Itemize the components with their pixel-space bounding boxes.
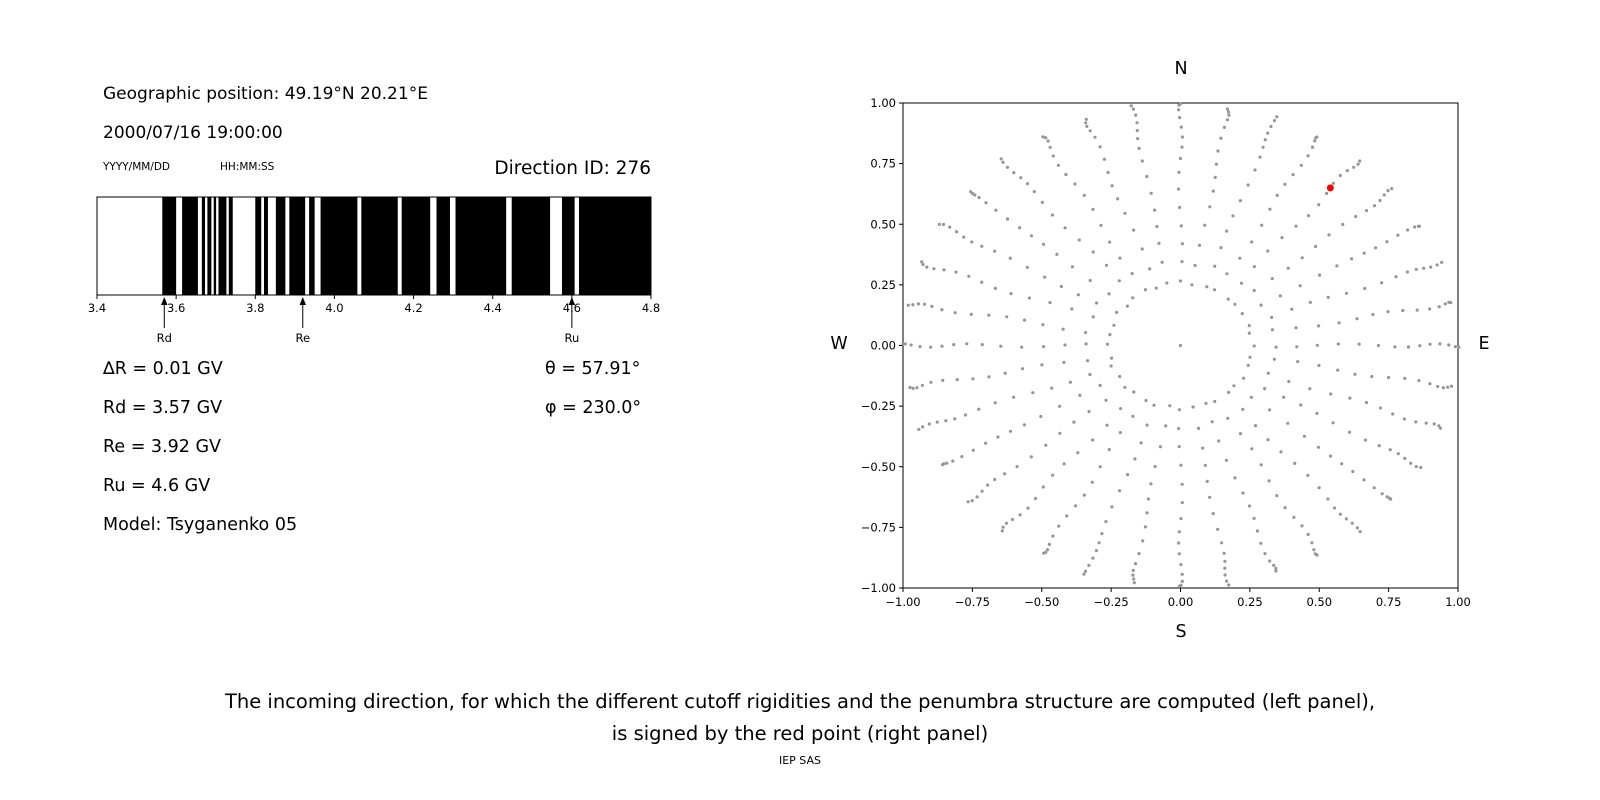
date-format-label: YYYY/MM/DD	[103, 161, 171, 173]
penumbra-band	[182, 197, 198, 295]
svg-text:1.00: 1.00	[870, 96, 896, 110]
penumbra-band	[455, 197, 507, 295]
parameter-list: ∆R = 0.01 GV Rd = 3.57 GV Re = 3.92 GV R…	[103, 350, 297, 545]
caption-line-2: is signed by the red point (right panel)	[611, 721, 989, 745]
penumbra-band	[228, 197, 233, 295]
figure-caption: The incoming direction, for which the di…	[0, 686, 1600, 749]
svg-text:1.00: 1.00	[1445, 595, 1471, 609]
penumbra-band	[320, 197, 358, 295]
penumbra-plot: 3.4 3.6 3.8 4.0 4.2 4.4 4.6 4.8Rd Re Ru	[88, 196, 660, 345]
penumbra-band	[263, 197, 268, 295]
param-delta-r: ∆R = 0.01 GV	[103, 359, 223, 379]
svg-text:4.8: 4.8	[642, 301, 660, 315]
svg-text:0.75: 0.75	[870, 157, 896, 171]
geographic-position: Geographic position: 49.19°N 20.21°E	[103, 84, 428, 104]
svg-text:0.75: 0.75	[1376, 595, 1402, 609]
compass-south: S	[1175, 622, 1187, 642]
svg-text:−0.50: −0.50	[861, 460, 896, 474]
theta-value: θ = 57.91°	[545, 359, 641, 379]
penumbra-band	[401, 197, 431, 295]
angle-list: θ = 57.91° φ = 230.0°	[545, 350, 641, 428]
phi-value: φ = 230.0°	[545, 398, 642, 418]
svg-text:3.4: 3.4	[88, 301, 106, 315]
penumbra-band	[309, 197, 315, 295]
svg-text:−0.25: −0.25	[861, 399, 896, 413]
penumbra-band	[436, 197, 450, 295]
svg-text:0.25: 0.25	[1237, 595, 1263, 609]
svg-text:0.25: 0.25	[870, 278, 896, 292]
compass-west: W	[830, 334, 848, 354]
svg-text:3.6: 3.6	[167, 301, 185, 315]
time-format-label: HH:MM:SS	[220, 161, 275, 173]
credit-label: IEP SAS	[778, 754, 822, 767]
param-model: Model: Tsyganenko 05	[103, 515, 298, 535]
penumbra-band	[218, 197, 227, 295]
svg-text:4.2: 4.2	[404, 301, 422, 315]
direction-plot: −1.00−1.00 −0.75 −0.75 −0.50 −0.50 −0.25 −0.25…	[861, 96, 1471, 609]
svg-text:−0.50: −0.50	[1024, 595, 1059, 609]
svg-text:0.50: 0.50	[1306, 595, 1332, 609]
param-re: Re = 3.92 GV	[103, 437, 221, 457]
svg-text:−0.75: −0.75	[861, 520, 896, 534]
penumbra-band	[289, 197, 306, 295]
caption-line-1: The incoming direction, for which the di…	[224, 690, 1376, 713]
penumbra-band	[561, 197, 575, 295]
red-point	[1326, 184, 1334, 192]
svg-text:4.0: 4.0	[325, 301, 343, 315]
compass-east: E	[1478, 334, 1490, 354]
svg-text:4.4: 4.4	[484, 301, 502, 315]
param-rd: Rd = 3.57 GV	[103, 398, 223, 418]
svg-text:3.8: 3.8	[246, 301, 264, 315]
svg-text:0.00: 0.00	[1168, 595, 1194, 609]
penumbra-band	[213, 197, 217, 295]
compass-north: N	[1174, 59, 1188, 79]
svg-text:−0.25: −0.25	[1094, 595, 1129, 609]
svg-text:Ru: Ru	[564, 331, 579, 345]
datetime: 2000/07/16 19:00:00	[103, 123, 283, 143]
svg-text:−1.00: −1.00	[861, 581, 896, 595]
svg-text:0.00: 0.00	[870, 339, 896, 353]
penumbra-band	[578, 197, 651, 295]
svg-text:−0.75: −0.75	[955, 595, 990, 609]
penumbra-band	[162, 197, 177, 295]
penumbra-band	[511, 197, 551, 295]
param-ru: Ru = 4.6 GV	[103, 476, 211, 496]
direction-id: Direction ID: 276	[494, 158, 651, 179]
penumbra-band	[207, 197, 212, 295]
svg-text:Re: Re	[295, 331, 310, 345]
penumbra-band	[255, 197, 262, 295]
svg-text:−1.00: −1.00	[885, 595, 920, 609]
svg-text:Rd: Rd	[157, 331, 172, 345]
svg-text:0.50: 0.50	[870, 217, 896, 231]
penumbra-band	[275, 197, 286, 295]
penumbra-band	[201, 197, 206, 295]
penumbra-band	[361, 197, 398, 295]
